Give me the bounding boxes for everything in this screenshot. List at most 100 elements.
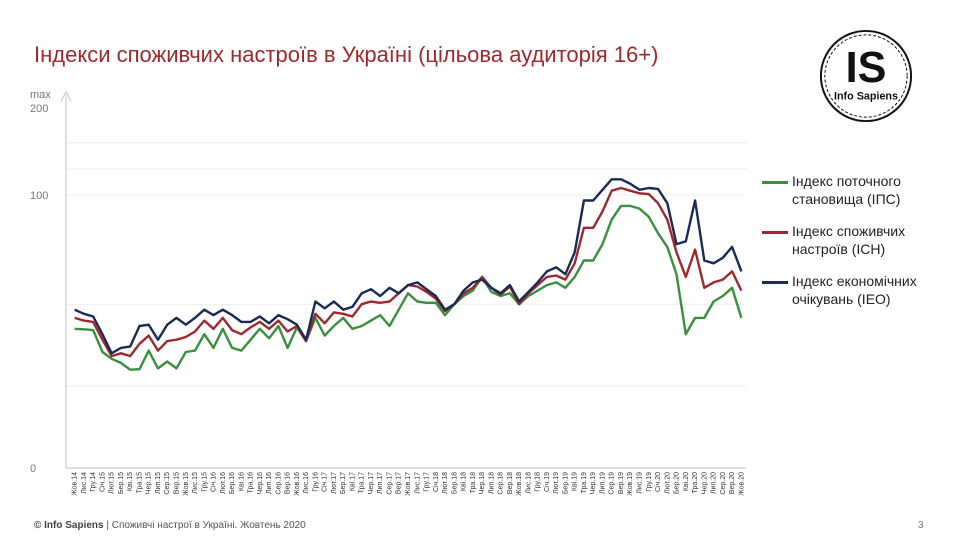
legend-label: Індекс економічних очікувань (ІЕО): [792, 273, 917, 307]
x-tick-label: Вер.18: [507, 472, 514, 494]
x-tick-label: Бер.15: [118, 472, 125, 494]
x-tick-label: Жов.20: [738, 472, 745, 496]
legend-swatch-green: [762, 181, 788, 184]
x-tick-label: Лис.18: [525, 472, 532, 494]
x-tick-label: Бер.16: [229, 472, 236, 494]
x-tick-label: Бер.19: [562, 472, 569, 494]
x-tick-label: Кві.18: [460, 472, 468, 491]
x-tick-label: Вер.20: [729, 472, 736, 494]
x-tick-label: Вер.15: [173, 472, 180, 494]
x-tick-label: Чер.16: [257, 472, 264, 494]
y-max-label: max: [30, 89, 51, 101]
x-tick-label: Лис.19: [637, 472, 644, 494]
x-tick-label: Лют.20: [664, 472, 671, 494]
page-number: 3: [918, 520, 924, 531]
x-tick-label: Лют.16: [220, 472, 227, 494]
x-tick-label: Сер.19: [609, 472, 616, 495]
x-tick-label: Жов.14: [72, 472, 79, 496]
x-tick-label: Лип.16: [266, 472, 273, 494]
y-tick-label: 100: [30, 190, 48, 202]
x-tick-label: Січ.19: [543, 472, 551, 492]
x-tick-label: Гру.18: [535, 472, 542, 492]
x-tick-label: Сер.20: [720, 472, 727, 495]
x-tick-label: Тра.20: [692, 472, 699, 494]
x-tick-label: Тра.15: [136, 472, 143, 494]
x-tick-label: Сер.18: [498, 472, 505, 495]
series-line-2: [74, 178, 743, 355]
x-tick-label: Бер.20: [674, 472, 681, 494]
x-tick-label: Січ.20: [654, 472, 662, 492]
x-tick-label: Кві.15: [126, 472, 134, 491]
x-tick-label: Лип.17: [377, 472, 384, 494]
series-line-0: [74, 204, 743, 371]
y-tick-label: 0: [30, 463, 36, 475]
footer: © Info Sapiens | Споживчі настрої в Укра…: [34, 520, 306, 531]
svg-text:Info Sapiens: Info Sapiens: [834, 91, 898, 103]
x-tick-label: Сер.17: [386, 472, 393, 495]
info-sapiens-logo: IS Info Sapiens: [819, 29, 913, 123]
x-tick-label: Жов.15: [183, 472, 190, 496]
x-tick-label: Сер.15: [164, 472, 171, 495]
svg-text:IS: IS: [846, 44, 887, 92]
series-line-1: [74, 186, 743, 358]
page-title: Індекси споживчих настроїв в Україні (ці…: [34, 42, 659, 67]
footer-text: | Споживчі настрої в Україні. Жовтень 20…: [103, 520, 306, 531]
x-tick-label: Січ.18: [432, 472, 440, 492]
x-tick-label: Бер.17: [340, 472, 347, 494]
chart-series: [74, 178, 743, 371]
x-tick-label: Тра.16: [248, 472, 255, 494]
x-tick-label: Лют.15: [109, 472, 116, 494]
x-tick-label: Жов.19: [627, 472, 634, 496]
x-tick-label: Чер.18: [479, 472, 486, 494]
x-tick-label: Чер.17: [368, 472, 375, 494]
x-tick-label: Лис.14: [81, 472, 88, 494]
x-tick-label: Гру.19: [646, 472, 653, 492]
x-tick-label: Чер.20: [701, 472, 708, 494]
x-tick-label: Вер.16: [285, 472, 292, 494]
x-tick-label: Гру.15: [201, 472, 208, 492]
legend-item-ieo: Індекс економічних очікувань (ІЕО): [760, 272, 950, 308]
x-tick-label: Лют.17: [331, 472, 338, 494]
x-tick-label: Лют.19: [553, 472, 560, 494]
x-tick-label: Кві.16: [237, 472, 245, 491]
chart-grid: [66, 142, 746, 387]
y-axis-arrow: [60, 90, 72, 102]
x-tick-label: Гру.14: [90, 472, 97, 492]
x-tick-label: Тра.19: [581, 472, 588, 494]
x-axis-labels: Жов.14 Лис.14 Гру.14 Січ.15 Лют.15 Бер.15 Кві.…: [72, 472, 746, 496]
x-tick-label: Вер.17: [396, 472, 403, 494]
legend-label: Індекс поточного становища (ІПС): [792, 173, 901, 207]
x-tick-label: Лют.18: [442, 472, 449, 494]
y-axis-labels: 0 100 200 max: [30, 89, 51, 475]
x-tick-label: Лип.18: [488, 472, 495, 494]
x-tick-label: Кві.19: [571, 472, 579, 491]
y-tick-label: 200: [30, 103, 48, 115]
x-tick-label: Лис.17: [414, 472, 421, 494]
x-tick-label: Жов.16: [294, 472, 301, 496]
legend-swatch-navy: [762, 281, 788, 284]
x-tick-label: Січ.16: [210, 472, 218, 492]
legend-item-isn: Індекс споживчих настроїв (ІСН): [760, 222, 950, 258]
x-tick-label: Січ.17: [321, 472, 329, 492]
x-tick-label: Кві.20: [682, 472, 690, 491]
x-tick-label: Сер.16: [275, 472, 282, 495]
x-tick-label: Кві.17: [348, 472, 356, 491]
x-tick-label: Лис.16: [303, 472, 310, 494]
x-tick-label: Лис.15: [192, 472, 199, 494]
x-tick-label: Тра.17: [359, 472, 366, 494]
x-tick-label: Лип.19: [599, 472, 606, 494]
x-tick-label: Жов.18: [516, 472, 523, 496]
x-tick-label: Чер.15: [146, 472, 153, 494]
chart-legend: Індекс поточного становища (ІПС) Індекс …: [760, 172, 950, 322]
legend-label: Індекс споживчих настроїв (ІСН): [792, 223, 906, 257]
x-tick-label: Лип.15: [155, 472, 162, 494]
x-tick-label: Чер.19: [590, 472, 597, 494]
x-tick-label: Вер.19: [618, 472, 625, 494]
x-tick-label: Лип.20: [711, 472, 718, 494]
x-tick-label: Гру.16: [312, 472, 319, 492]
legend-item-ips: Індекс поточного становища (ІПС): [760, 172, 950, 208]
x-tick-label: Бер.18: [451, 472, 458, 494]
x-tick-label: Гру.17: [424, 472, 431, 492]
x-tick-label: Січ.15: [98, 472, 106, 492]
